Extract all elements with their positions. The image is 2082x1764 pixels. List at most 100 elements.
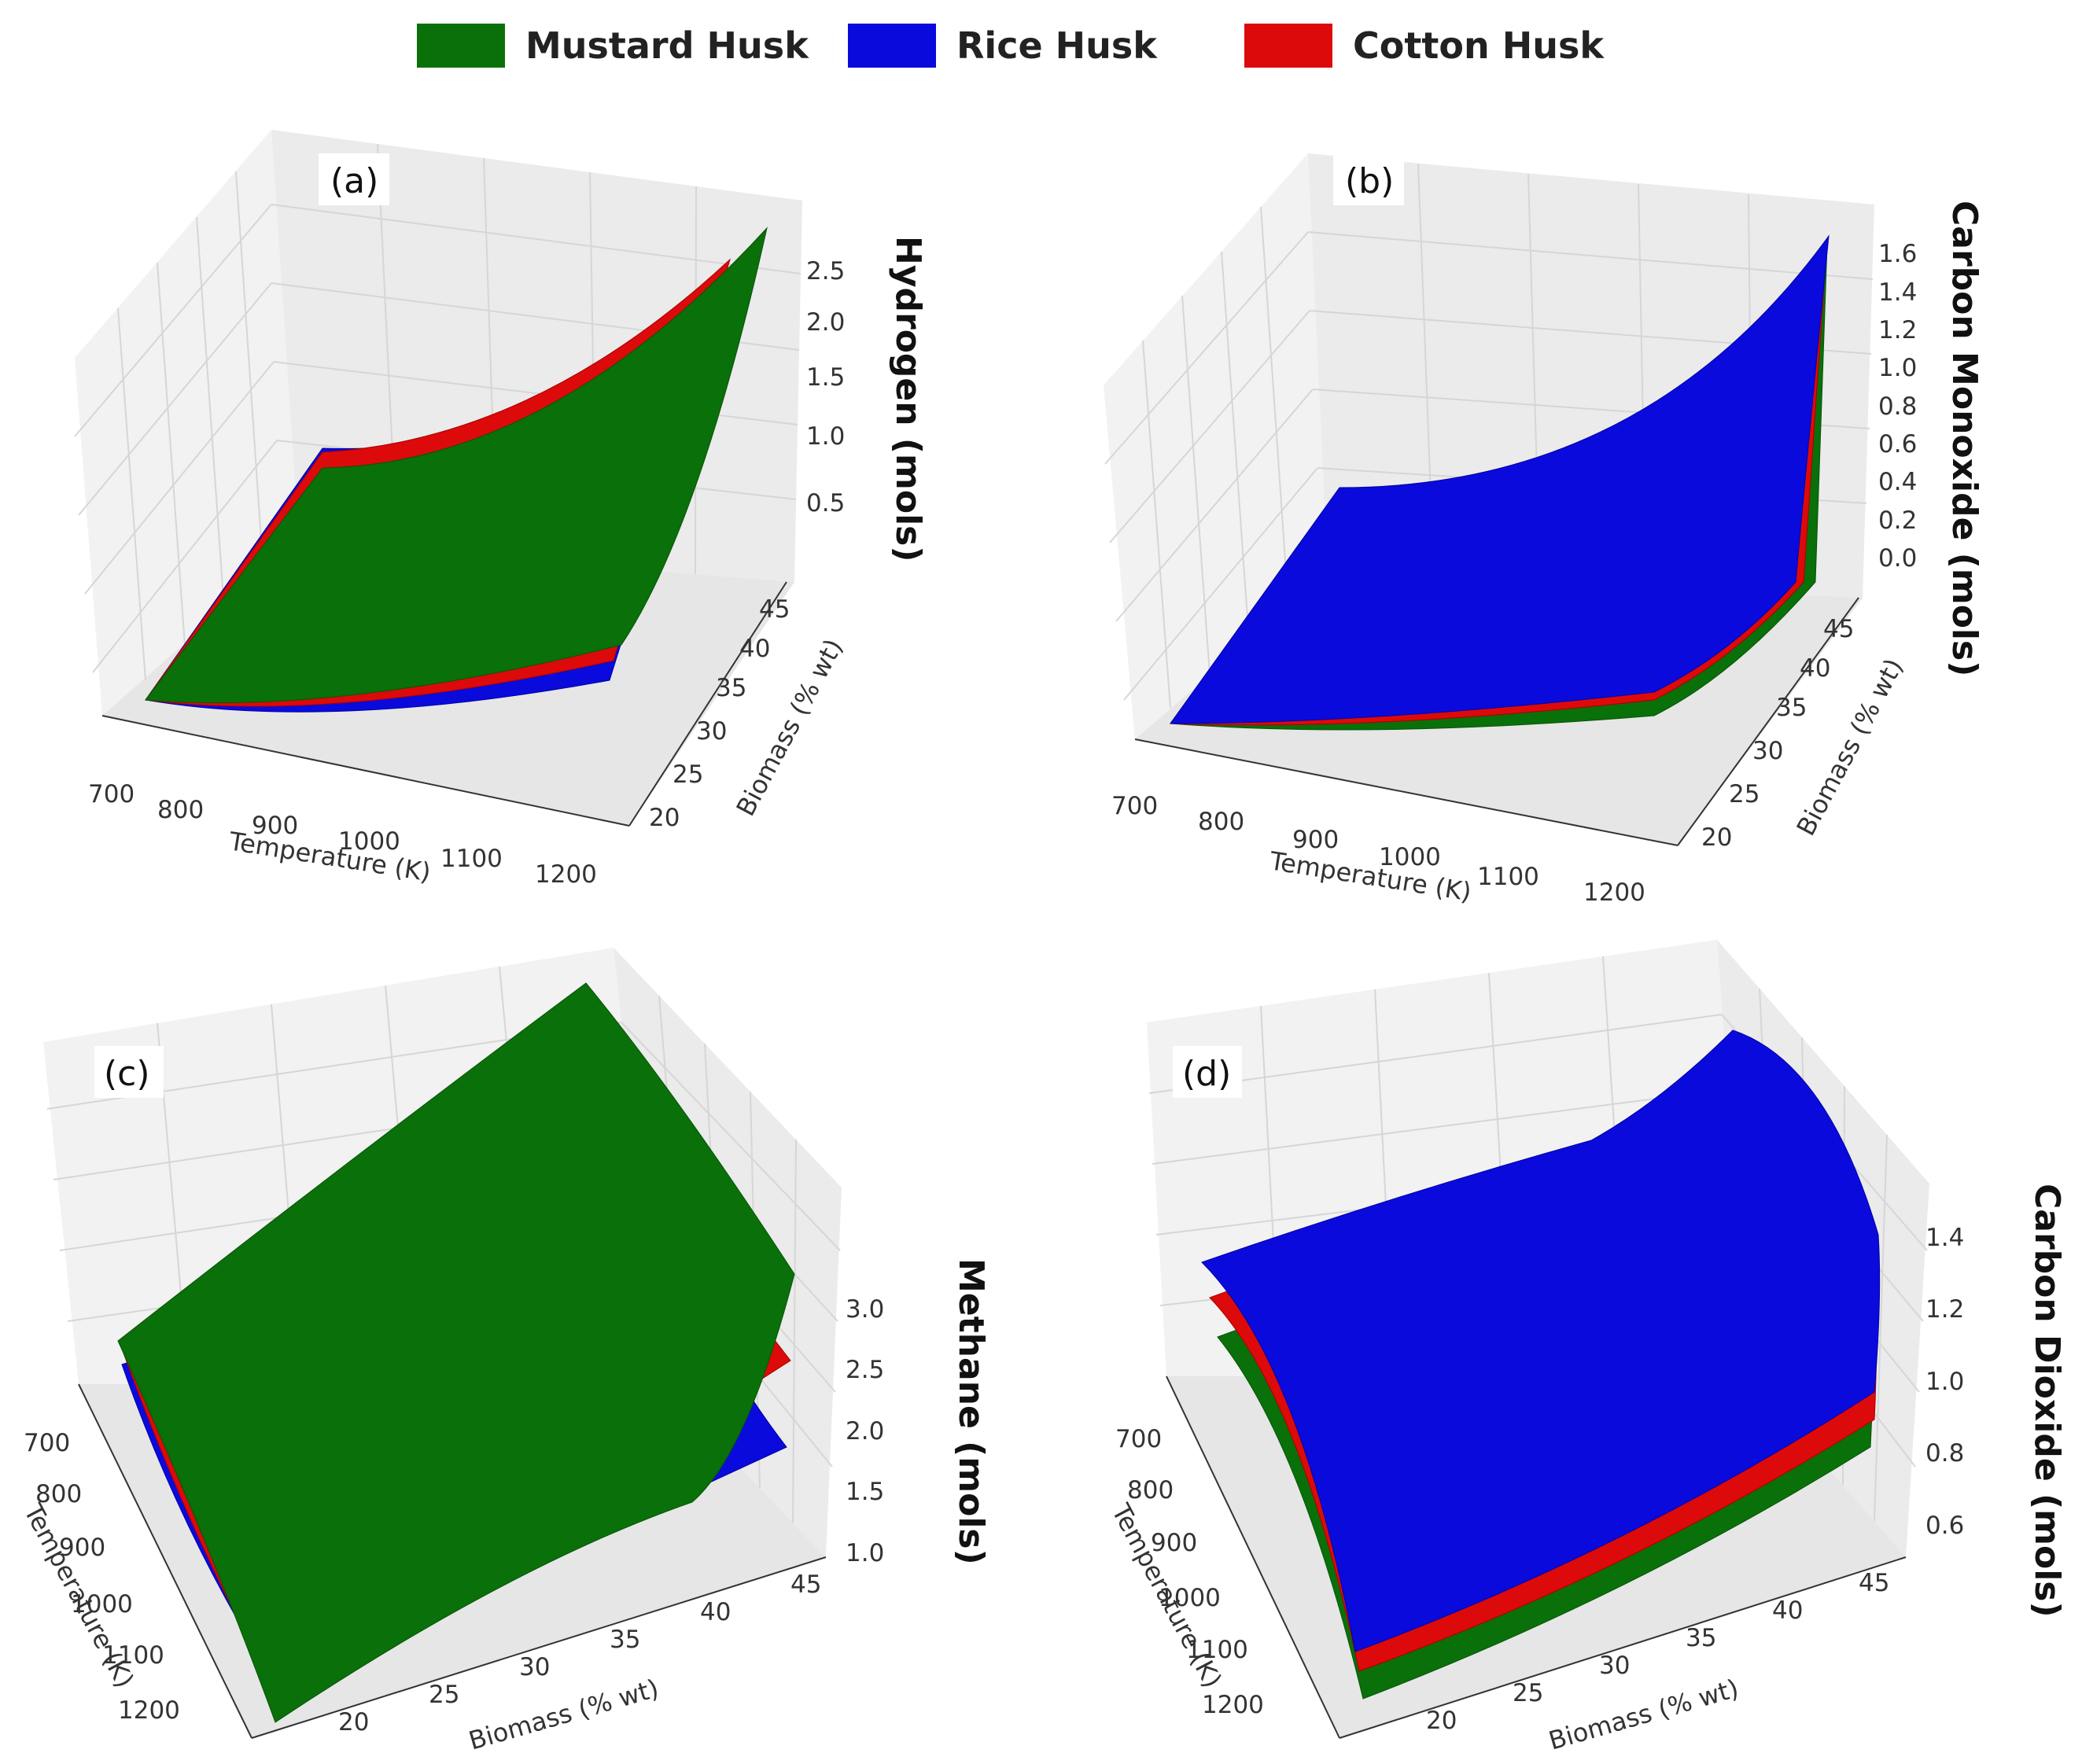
legend-label: Rice Husk xyxy=(956,24,1157,67)
z-ticks: 0.0 0.2 0.4 0.6 0.8 1.0 1.2 1.4 1.6 xyxy=(1878,240,1917,573)
gridline xyxy=(1123,467,1318,701)
legend-item-mustard-husk: Mustard Husk xyxy=(417,17,809,74)
gridline xyxy=(1260,206,1289,607)
y-tick-label: 1100 xyxy=(1186,1636,1248,1664)
surfaces xyxy=(1170,234,1830,731)
x-ticks: 700 800 900 1000 1100 1200 xyxy=(1111,792,1645,904)
gridline xyxy=(92,440,278,673)
y-tick-label: 20 xyxy=(1701,823,1732,852)
z-axis-label: Hydrogen (mols) xyxy=(888,236,928,562)
x-tick-label: 25 xyxy=(429,1681,459,1709)
z-tick-label: 0.4 xyxy=(1878,468,1917,496)
z-tick-label: 2.5 xyxy=(846,1356,884,1384)
x-tick-label: 900 xyxy=(252,812,298,840)
z-tick-label: 0.8 xyxy=(1925,1439,1964,1468)
y-tick-label: 45 xyxy=(1823,615,1854,643)
x-tick-label: 45 xyxy=(1859,1569,1889,1597)
z-tick-label: 2.5 xyxy=(806,257,845,285)
axis-lines xyxy=(1134,597,1859,846)
x-axis-line xyxy=(101,715,630,827)
x-tick-label: 20 xyxy=(338,1708,369,1736)
legend-item-rice-husk: Rice Husk xyxy=(848,17,1157,74)
z-ticks: 0.5 1.0 1.5 2.0 2.5 xyxy=(806,257,845,517)
legend: Mustard Husk Rice Husk Cotton Husk xyxy=(0,0,2082,94)
y-tick-label: 40 xyxy=(1800,654,1830,683)
gridline xyxy=(1142,340,1171,709)
y-tick-label: 900 xyxy=(1151,1529,1197,1557)
x-tick-label: 25 xyxy=(1513,1679,1543,1707)
gridline xyxy=(271,204,801,274)
gridline xyxy=(157,262,186,646)
y-tick-label: 30 xyxy=(1752,737,1783,765)
z-tick-label: 0.8 xyxy=(1878,392,1917,421)
x-tick-label: 800 xyxy=(1198,808,1244,836)
y-axis-line xyxy=(1166,1375,1340,1739)
z-ticks: 0.6 0.8 1.0 1.2 1.4 xyxy=(1925,1224,1964,1540)
z-axis-label: Carbon Dioxide (mols) xyxy=(2027,1184,2067,1618)
gridline xyxy=(1152,1088,1729,1165)
x-ticks: 20 25 30 35 40 45 xyxy=(338,1571,821,1736)
surface-mustard-husk xyxy=(145,226,768,704)
legend-label: Mustard Husk xyxy=(525,24,809,67)
surface-rice-husk xyxy=(1201,1029,1881,1652)
y-tick-label: 40 xyxy=(739,635,770,663)
gridline xyxy=(74,204,272,437)
gridline xyxy=(117,308,146,681)
y-tick-label: 800 xyxy=(1127,1476,1174,1504)
y-tick-label: 1000 xyxy=(71,1590,133,1619)
gridline xyxy=(1221,251,1250,641)
gridline xyxy=(196,216,225,610)
y-axis-line xyxy=(628,581,787,827)
x-ticks: 700 800 900 1000 1100 1200 xyxy=(88,780,597,889)
y-axis-line xyxy=(1677,597,1859,846)
x-ticks: 20 25 30 35 40 45 xyxy=(1426,1569,1889,1735)
legend-swatch-cotton-husk xyxy=(1244,24,1332,68)
x-tick-label: 35 xyxy=(610,1626,640,1654)
x-tick-label: 20 xyxy=(1426,1707,1457,1735)
gridline xyxy=(1307,231,1874,280)
x-tick-label: 40 xyxy=(1772,1596,1803,1625)
panel-label-box xyxy=(319,153,389,205)
surfaces xyxy=(117,982,795,1723)
axis-lines xyxy=(101,581,787,827)
z-tick-label: 1.2 xyxy=(1878,316,1917,344)
z-tick-label: 1.0 xyxy=(1878,354,1917,382)
x-tick-label: 800 xyxy=(157,796,204,824)
y-tick-label: 45 xyxy=(759,595,790,624)
z-tick-label: 1.0 xyxy=(1925,1368,1964,1396)
x-axis-label: Temperature (K) xyxy=(1267,845,1474,904)
x-axis-label: Biomass (% wt) xyxy=(466,1674,662,1756)
gridline xyxy=(1874,1134,1888,1522)
z-tick-label: 0.6 xyxy=(1878,430,1917,458)
x-axis-line xyxy=(251,1556,827,1739)
z-tick-label: 2.0 xyxy=(806,308,845,337)
chart-panel-c: 700 800 900 1000 1100 1200 Temperature (… xyxy=(17,948,991,1756)
panel-label-box xyxy=(94,1046,164,1098)
x-tick-label: 700 xyxy=(88,780,135,808)
panel-label: (b) xyxy=(1345,161,1394,201)
z-tick-label: 3.0 xyxy=(846,1295,884,1324)
panel-label-box xyxy=(1333,153,1404,205)
panel-label: (d) xyxy=(1182,1054,1231,1094)
z-axis-label: Carbon Monoxide (mols) xyxy=(1944,201,1984,676)
legend-item-cotton-husk: Cotton Husk xyxy=(1244,17,1604,74)
surfaces xyxy=(145,226,768,713)
x-tick-label: 1000 xyxy=(1379,843,1441,871)
x-tick-label: 40 xyxy=(700,1598,731,1626)
y-tick-label: 35 xyxy=(1776,694,1807,722)
legend-swatch-rice-husk xyxy=(848,24,936,68)
y-ticks: 700 800 900 1000 1100 1200 xyxy=(24,1429,180,1725)
y-tick-label: 1000 xyxy=(1159,1584,1221,1612)
y-ticks: 20 25 30 35 40 45 xyxy=(1701,615,1854,852)
gridline xyxy=(1181,295,1211,675)
y-tick-label: 1200 xyxy=(118,1696,180,1725)
z-tick-label: 0.2 xyxy=(1878,506,1917,535)
gridline xyxy=(78,282,272,516)
z-tick-label: 1.0 xyxy=(806,422,845,451)
surface-mustard-husk xyxy=(117,982,795,1723)
gridline xyxy=(1104,231,1309,465)
x-axis-line xyxy=(1339,1556,1907,1739)
x-axis-line xyxy=(1134,738,1678,846)
z-tick-label: 0.5 xyxy=(806,489,845,517)
y-axis-line xyxy=(78,1383,252,1739)
